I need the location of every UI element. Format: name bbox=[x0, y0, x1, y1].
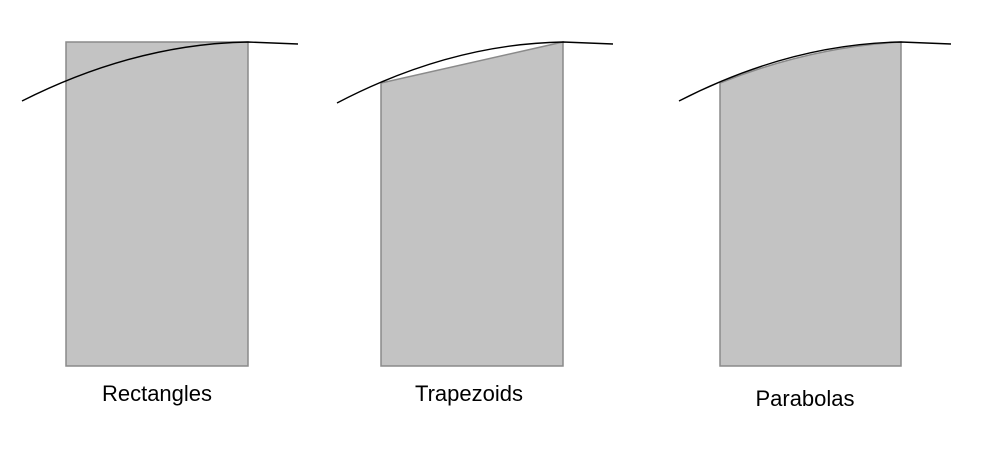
parabola-approximation-area bbox=[719, 41, 902, 367]
function-curve bbox=[336, 41, 614, 104]
rectangle-approximation-area bbox=[65, 41, 249, 367]
parabolas-panel: Parabolas bbox=[678, 41, 952, 411]
rectangles-panel: Rectangles bbox=[21, 41, 299, 406]
trapezoids-label: Trapezoids bbox=[415, 381, 523, 406]
trapezoid-approximation-area bbox=[380, 41, 564, 367]
function-curve bbox=[678, 41, 952, 102]
rectangles-label: Rectangles bbox=[102, 381, 212, 406]
parabolas-label: Parabolas bbox=[755, 386, 854, 411]
function-curve bbox=[21, 41, 299, 102]
trapezoids-panel: Trapezoids bbox=[336, 41, 614, 406]
